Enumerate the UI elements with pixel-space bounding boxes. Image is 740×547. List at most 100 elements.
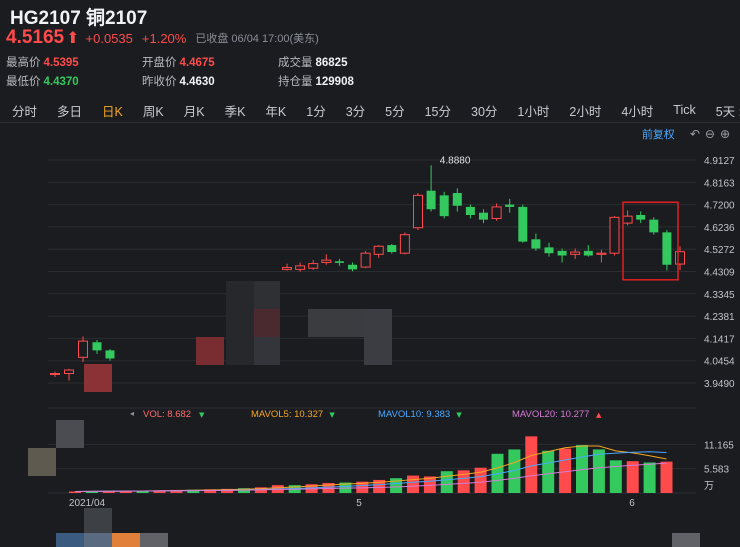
tab-13[interactable]: 2小时	[569, 104, 602, 119]
stat-low-label: 最低价	[6, 76, 41, 88]
indicator-trend-icon: ▼	[456, 411, 462, 419]
volume-bar	[136, 490, 149, 493]
mavol20-line	[74, 462, 667, 492]
candle-body	[426, 190, 436, 210]
y-tick-label: 4.5272	[704, 245, 735, 256]
price-row: 4.5165 ⬆ +0.0535 +1.20% 已收盘 06/04 17:00(…	[6, 27, 319, 49]
candle-body	[557, 250, 567, 256]
candle-body	[334, 261, 344, 263]
candle-body	[583, 250, 593, 256]
indicator-trend-icon: ▼	[329, 411, 335, 419]
adjust-mode-link[interactable]: 前复权	[641, 129, 675, 141]
period-tabs: 分时 多日 日K 周K 月K 季K 年K 1分 3分 5分 15分 30分 1小时 2小时 4小时 Tick 5…	[0, 98, 740, 122]
tab-1[interactable]: 多日	[57, 104, 83, 119]
volume-bar	[69, 491, 81, 493]
stat-high-label: 最高价	[6, 57, 41, 69]
candle-body	[78, 340, 88, 358]
volume-bar	[626, 461, 639, 493]
candle-body	[360, 252, 371, 268]
indicator-mavol20: MAVOL20: 10.277	[512, 409, 589, 420]
candle-body	[596, 252, 607, 255]
stat-volume: 成交量 86825	[278, 54, 347, 70]
mosaic-block	[364, 309, 392, 365]
tab-3[interactable]: 周K	[142, 104, 164, 119]
y-tick-label: 4.6236	[704, 223, 735, 234]
candle-body	[373, 245, 384, 255]
chart-toolbar: 前复权 ↶ ⊖ ⊕	[642, 126, 730, 142]
vol-y-tick-label: 5.583	[704, 465, 729, 476]
stat-high: 最高价 4.5395	[6, 54, 79, 70]
candle-body	[439, 195, 449, 217]
tab-9[interactable]: 5分	[385, 104, 405, 119]
volume-bar	[187, 489, 200, 493]
candle-body	[348, 264, 357, 270]
indicator-vol: VOL: 8.682	[143, 409, 191, 420]
y-tick-label: 4.0454	[704, 357, 735, 368]
volume-bar	[85, 491, 98, 493]
mosaic-block	[112, 533, 140, 547]
volume-bar	[643, 462, 656, 493]
tab-6[interactable]: 年K	[265, 104, 287, 119]
tab-12[interactable]: 1小时	[517, 104, 550, 119]
candle-body	[662, 232, 672, 265]
tab-10[interactable]: 15分	[424, 104, 452, 119]
tab-11[interactable]: 30分	[471, 104, 498, 119]
mosaic-block	[84, 364, 112, 392]
indicator-collapse-icon: ◂	[130, 409, 134, 418]
y-tick-label: 3.9490	[704, 379, 735, 390]
kline-chart[interactable]: 4.9127 4.8163 4.7200 4.6236 4.5272 4.4309 4.33…	[0, 140, 740, 547]
market-status: 已收盘 06/04 17:00(美东)	[195, 33, 319, 45]
instrument-title: HG2107 铜2107	[10, 8, 148, 29]
tab-2[interactable]: 日K	[102, 104, 123, 119]
stat-open-value: 4.4675	[179, 57, 215, 69]
arrow-up-icon: ⬆	[66, 30, 80, 47]
volume-bar	[204, 489, 217, 493]
volume-bar	[660, 461, 673, 493]
volume-bar	[508, 449, 521, 493]
candle-body	[399, 234, 410, 254]
stat-volume-label: 成交量	[278, 57, 313, 69]
tab-8[interactable]: 3分	[345, 104, 366, 119]
volume-bar	[102, 491, 115, 493]
candle-body	[479, 212, 488, 220]
stat-open-interest: 持仓量 129908	[278, 73, 354, 89]
volume-bar	[407, 475, 419, 493]
candle-body	[675, 251, 685, 265]
tab-0[interactable]: 分时	[12, 104, 38, 119]
candle-body	[531, 239, 541, 249]
candle-body	[64, 369, 74, 375]
tab-14[interactable]: 4小时	[621, 104, 654, 119]
stat-low: 最低价 4.4370	[6, 73, 79, 89]
tab-7[interactable]: 1分	[306, 104, 326, 119]
y-tick-label: 4.2381	[704, 312, 735, 323]
volume-bar	[609, 460, 622, 493]
stat-prev-close: 昨收价 4.4630	[142, 73, 215, 89]
zoom-in-icon[interactable]: ⊕	[719, 127, 730, 141]
stat-prev-close-label: 昨收价	[142, 76, 177, 88]
stat-prev-close-value: 4.4630	[179, 76, 215, 88]
candle-body	[609, 216, 620, 254]
tab-5[interactable]: 季K	[224, 104, 246, 119]
volume-bar	[170, 489, 183, 493]
stat-open-label: 开盘价	[142, 57, 177, 69]
candle-body	[282, 267, 292, 270]
volume-bar	[390, 478, 403, 493]
volume-bar	[542, 450, 555, 493]
zoom-out-icon[interactable]: ⊖	[704, 127, 715, 141]
mosaic-block	[56, 420, 84, 448]
vol-y-tick-label: 11.165	[704, 440, 734, 451]
tab-4[interactable]: 月K	[183, 104, 205, 119]
candle-body	[321, 259, 332, 263]
tab-15[interactable]: Tick	[673, 103, 696, 117]
last-price: 4.5165	[6, 27, 65, 48]
undo-icon[interactable]: ↶	[689, 127, 700, 141]
candle-body	[649, 219, 659, 233]
candle-body	[308, 263, 319, 269]
tab-16[interactable]: 5天 : 5分K	[715, 104, 740, 119]
candle-body	[636, 215, 646, 220]
y-tick-label: 4.9127	[704, 156, 735, 167]
mosaic-block	[84, 508, 112, 536]
candle-body	[544, 247, 554, 254]
candle-body	[452, 193, 462, 206]
volume-bar	[153, 490, 166, 493]
